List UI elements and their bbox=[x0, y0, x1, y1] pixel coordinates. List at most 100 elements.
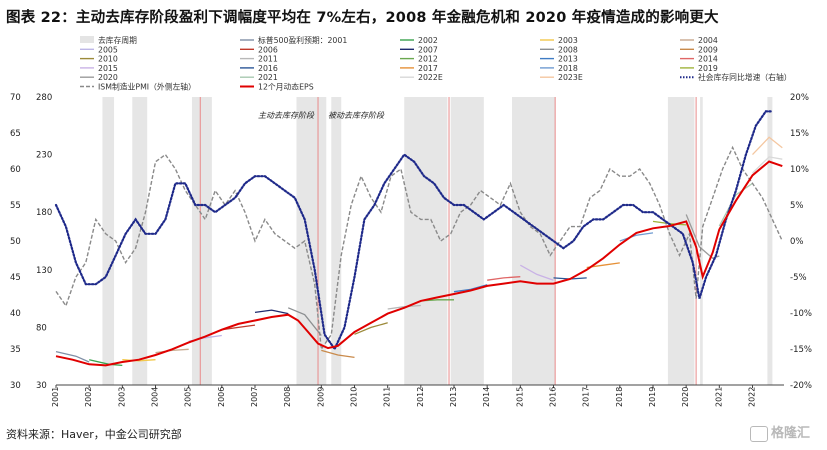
watermark-icon bbox=[750, 425, 768, 442]
x-tick-label: 2007 bbox=[250, 387, 259, 407]
x-tick-label: 2019 bbox=[648, 387, 657, 407]
annotations: 主动去库存阶段 被动去库存阶段 bbox=[258, 111, 385, 120]
x-tick-label: 2018 bbox=[615, 387, 624, 407]
x-tick-label: 2014 bbox=[482, 387, 491, 407]
y-left-inner-tick: 30 bbox=[36, 381, 47, 391]
legend-label: 2020 bbox=[98, 73, 118, 82]
shaded-period bbox=[767, 97, 773, 385]
legend-label: 2005 bbox=[98, 45, 118, 54]
x-tick-label: 2016 bbox=[548, 387, 557, 407]
chart-title: 图表 22：主动去库存阶段盈利下调幅度平均在 7%左右，2008 年金融危机和 … bbox=[6, 10, 719, 26]
legend-label: 2011 bbox=[258, 55, 278, 64]
y-right-tick: 0% bbox=[790, 237, 804, 247]
annual-eps-line bbox=[287, 307, 322, 336]
y-right-tick: 15% bbox=[790, 129, 809, 139]
shaded-period bbox=[700, 97, 703, 385]
y-left-outer-tick: 65 bbox=[10, 129, 21, 139]
eps-forward-line bbox=[55, 160, 783, 367]
y-right-tick: 5% bbox=[790, 201, 804, 211]
annual-eps-line bbox=[155, 348, 189, 354]
y-right-tick: 10% bbox=[790, 165, 809, 175]
x-tick-label: 2015 bbox=[515, 387, 524, 407]
legend-label: 2017 bbox=[418, 64, 438, 73]
annual-eps-line bbox=[387, 304, 421, 310]
shaded-period bbox=[132, 97, 148, 385]
x-tick-label: 2003 bbox=[117, 387, 126, 407]
shaded-periods bbox=[102, 97, 773, 385]
x-tick-label: 2013 bbox=[449, 387, 458, 407]
y-right-tick: -20% bbox=[790, 381, 812, 391]
legend-label: 2010 bbox=[98, 55, 118, 64]
shaded-period bbox=[404, 97, 448, 385]
annual-eps-line bbox=[487, 276, 521, 281]
legend-label: 2004 bbox=[698, 36, 718, 45]
pmi-line bbox=[55, 145, 783, 351]
y-left-outer-tick: 70 bbox=[10, 93, 21, 103]
x-tick-label: 2008 bbox=[283, 387, 292, 407]
legend-label: 2019 bbox=[698, 64, 718, 73]
legend-label: 2016 bbox=[258, 64, 278, 73]
y-left-inner-tick: 130 bbox=[36, 266, 52, 276]
legend-label: 2003 bbox=[558, 36, 578, 45]
y-left-outer-tick: 50 bbox=[10, 237, 21, 247]
y-right-tick: -5% bbox=[790, 273, 807, 283]
annual-eps-line bbox=[354, 322, 388, 335]
x-tick-label: 2005 bbox=[184, 387, 193, 407]
inventory-growth-line bbox=[54, 110, 774, 352]
annual-eps-line bbox=[453, 284, 488, 293]
legend-swatch bbox=[80, 36, 94, 43]
annotation-active-destock: 主动去库存阶段 bbox=[258, 111, 315, 120]
x-tick-label: 2006 bbox=[217, 387, 226, 407]
legend-label: 2018 bbox=[558, 64, 578, 73]
annual-eps-line bbox=[718, 182, 753, 227]
x-tick-label: 2012 bbox=[416, 387, 425, 407]
legend-label: 2008 bbox=[558, 45, 578, 54]
annual-eps-line bbox=[752, 156, 783, 174]
y-right-tick: 20% bbox=[790, 93, 809, 103]
y-right-tick: -15% bbox=[790, 345, 812, 355]
source-note: 资料来源：Haver，中金公司研究部 bbox=[6, 428, 182, 441]
legend-label: 2009 bbox=[698, 45, 718, 54]
y-left-inner-tick: 80 bbox=[36, 323, 47, 333]
watermark-text: 格隆汇 bbox=[771, 426, 811, 441]
annual-eps-line bbox=[221, 324, 256, 331]
y-left-inner-tick: 230 bbox=[36, 151, 52, 161]
legend-label: 2013 bbox=[558, 55, 578, 64]
legend-label: 社会库存同比增速（右轴） bbox=[698, 72, 792, 82]
x-tick-label: 2001 bbox=[51, 387, 60, 407]
y-left-outer-tick: 30 bbox=[10, 381, 21, 391]
x-tick-label: 2002 bbox=[84, 387, 93, 407]
legend-label: 2006 bbox=[258, 45, 278, 54]
legend-label: 标普500盈利预期：2001 bbox=[258, 35, 347, 45]
legend-label: 2002 bbox=[418, 36, 438, 45]
shaded-period bbox=[331, 97, 342, 385]
legend-label: 2007 bbox=[418, 45, 438, 54]
y-left-outer-tick: 35 bbox=[10, 345, 21, 355]
legend-label: ISM制造业PMI（外侧左轴） bbox=[98, 82, 196, 92]
axes: 30 35 40 45 50 55 60 65 70 30 80 130 180 230 280 -20% -1… bbox=[10, 93, 812, 407]
annual-eps-line bbox=[254, 309, 289, 315]
watermark-logo: 格隆汇 bbox=[750, 422, 810, 442]
y-left-outer-tick: 60 bbox=[10, 165, 21, 175]
legend-label: 2015 bbox=[98, 64, 118, 73]
y-left-inner-tick: 280 bbox=[36, 93, 52, 103]
x-tick-label: 2009 bbox=[316, 387, 325, 407]
legend-label: 2022E bbox=[418, 73, 443, 82]
y-left-inner-tick: 180 bbox=[36, 208, 52, 218]
legend-label: 12个月动态EPS bbox=[258, 82, 314, 92]
shaded-period bbox=[296, 97, 327, 385]
legend-label: 去库存周期 bbox=[98, 35, 137, 45]
shaded-period bbox=[191, 97, 212, 385]
y-right-tick: -10% bbox=[790, 309, 812, 319]
x-tick-label: 2004 bbox=[150, 387, 159, 407]
y-left-outer-tick: 55 bbox=[10, 201, 21, 211]
x-tick-label: 2010 bbox=[349, 387, 358, 407]
annual-eps-line bbox=[619, 232, 654, 242]
annual-eps-line bbox=[122, 359, 156, 362]
annotation-passive-destock: 被动去库存阶段 bbox=[328, 111, 385, 120]
x-tick-label: 2020 bbox=[681, 387, 690, 407]
x-tick-label: 2011 bbox=[383, 387, 392, 407]
shaded-period bbox=[450, 97, 484, 385]
